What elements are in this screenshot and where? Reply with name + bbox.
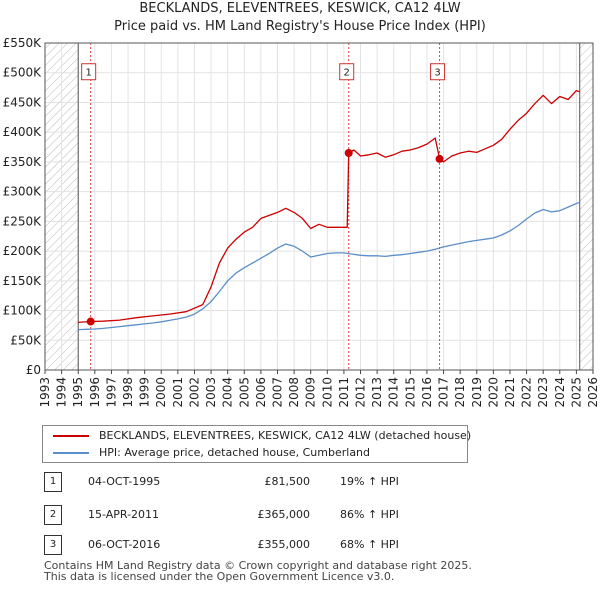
y-tick-label: £50K: [10, 333, 42, 347]
transaction-marker-label: 2: [344, 68, 350, 79]
y-tick-label: £0: [26, 363, 41, 377]
x-tick-label: 2021: [503, 377, 517, 408]
transaction-marker-label: 1: [85, 68, 91, 79]
x-tick-label: 1993: [38, 377, 52, 408]
plot-border: [44, 42, 594, 371]
x-tick-label: 2017: [437, 377, 451, 408]
y-tick-label: £500K: [3, 66, 43, 80]
transaction-marker-box: [339, 63, 355, 81]
transaction-number: 1: [44, 472, 62, 492]
transaction-point: [344, 148, 353, 157]
transaction-row: 1 04-OCT-1995 £81,500 19% ↑ HPI: [44, 472, 484, 492]
x-tick-label: 1998: [121, 377, 135, 408]
y-tick-label: £350K: [3, 155, 43, 169]
y-tick-label: £200K: [3, 244, 43, 258]
transaction-marker-box: [81, 63, 97, 81]
footer-line-1: Contains HM Land Registry data © Crown c…: [44, 559, 472, 572]
x-tick-label: 2018: [453, 377, 467, 408]
x-tick-label: 1996: [88, 377, 102, 408]
property-price-line: [78, 89, 580, 324]
price-chart: £0 £50K £100K £150K £200K £250K £300K £350K £400…: [3, 36, 600, 408]
transaction-hpi: 86% ↑ HPI: [340, 508, 399, 521]
x-tick-label: 2001: [171, 377, 185, 408]
x-tick-label: 2024: [553, 377, 567, 408]
x-tick-label: 2015: [403, 377, 417, 408]
transaction-point: [435, 154, 444, 163]
x-tick-label: 2002: [187, 377, 201, 408]
transaction-price: £365,000: [257, 508, 311, 521]
legend-label-property: BECKLANDS, ELEVENTREES, KESWICK, CA12 4L…: [99, 429, 472, 442]
legend-swatch-property: [53, 435, 89, 437]
x-tick-label: 2003: [204, 377, 218, 408]
x-tick-label: 1994: [55, 377, 69, 408]
x-tick-label: 2008: [287, 377, 301, 408]
y-tick-label: £150K: [3, 274, 43, 288]
chart-title: BECKLANDS, ELEVENTREES, KESWICK, CA12 4L…: [139, 1, 461, 16]
transaction-hpi: 19% ↑ HPI: [340, 475, 399, 488]
transaction-date: 06-OCT-2016: [88, 538, 161, 551]
footer-line-2: This data is licensed under the Open Gov…: [44, 570, 395, 583]
y-tick-label: £400K: [3, 125, 43, 139]
x-tick-label: 2022: [520, 377, 534, 408]
y-tick-label: £250K: [3, 214, 43, 228]
x-tick-label: 2004: [221, 377, 235, 408]
x-tick-label: 2005: [237, 377, 251, 408]
x-tick-label: 2010: [320, 377, 334, 408]
x-tick-label: 1997: [104, 377, 118, 408]
x-tick-label: 2019: [470, 377, 484, 408]
x-tick-label: 1999: [138, 377, 152, 408]
transaction-point: [86, 317, 95, 326]
y-tick-label: £550K: [3, 36, 43, 50]
transaction-row: 3 06-OCT-2016 £355,000 68% ↑ HPI: [44, 535, 484, 555]
transaction-date: 15-APR-2011: [88, 508, 160, 521]
legend-swatch-hpi: [53, 452, 89, 454]
footer: Contains HM Land Registry data © Crown c…: [44, 560, 472, 582]
x-tick-label: 2025: [569, 377, 583, 408]
plot-area: [45, 43, 593, 370]
hatched-region: [579, 43, 593, 370]
y-tick-label: £300K: [3, 185, 43, 199]
transaction-row: 2 15-APR-2011 £365,000 86% ↑ HPI: [44, 505, 484, 525]
transaction-price: £81,500: [264, 475, 311, 488]
x-tick-label: 2023: [536, 377, 550, 408]
transaction-hpi: 68% ↑ HPI: [340, 538, 399, 551]
transaction-price: £355,000: [257, 538, 311, 551]
transaction-number: 2: [44, 505, 62, 525]
y-tick-label: £100K: [3, 304, 43, 318]
hpi-line: [78, 201, 580, 331]
transaction-number: 3: [44, 535, 62, 555]
x-tick-label: 2012: [354, 377, 368, 408]
x-tick-label: 2016: [420, 377, 434, 408]
x-tick-label: 2014: [387, 377, 401, 408]
transaction-marker-box: [430, 63, 446, 81]
x-tick-label: 2011: [337, 377, 351, 408]
x-tick-label: 2013: [370, 377, 384, 408]
x-tick-label: 2006: [254, 377, 268, 408]
chart-subtitle: Price paid vs. HM Land Registry's House …: [114, 19, 486, 34]
x-tick-label: 2007: [270, 377, 284, 408]
x-tick-label: 2020: [486, 377, 500, 408]
transaction-date: 04-OCT-1995: [88, 475, 161, 488]
x-tick-label: 1995: [71, 377, 85, 408]
chart-legend: BECKLANDS, ELEVENTREES, KESWICK, CA12 4L…: [42, 425, 472, 463]
y-tick-label: £450K: [3, 95, 43, 109]
transaction-marker-label: 3: [434, 68, 440, 79]
x-tick-label: 2009: [304, 377, 318, 408]
x-tick-label: 2026: [586, 377, 600, 408]
x-tick-label: 2000: [154, 377, 168, 408]
legend-label-hpi: HPI: Average price, detached house, Cumb…: [99, 446, 371, 459]
